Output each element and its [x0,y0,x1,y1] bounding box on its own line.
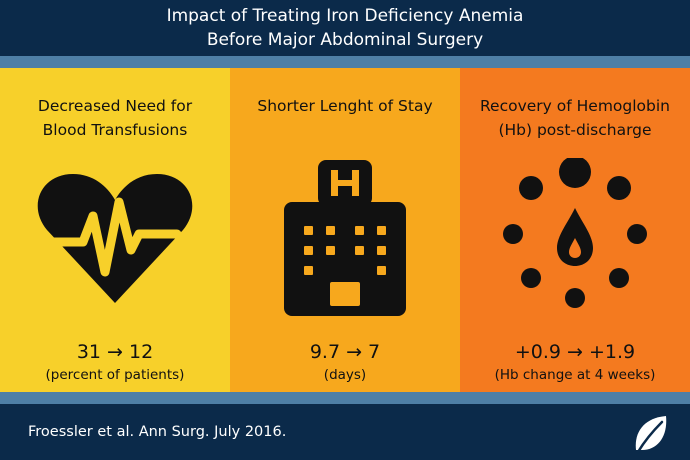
footer-divider-band [0,392,690,404]
panel-title: Shorter Lenght of Stay [230,94,460,118]
panel-note: (Hb change at 4 weeks) [494,367,656,383]
title-line-2: Before Major Abdominal Surgery [206,30,484,50]
panel-title: Recovery of Hemoglobin (Hb) post-dischar… [460,94,690,142]
infographic-header: Impact of Treating Iron Deficiency Anemi… [0,0,690,56]
heart-pulse-icon [0,158,230,318]
panel-value: +0.9 → +1.9 [514,341,636,363]
panel-note: (days) [323,367,367,383]
hospital-icon [230,158,460,318]
header-divider-band [0,56,690,68]
panel-title-line-1: Recovery of Hemoglobin [479,97,671,115]
title-line-1: Impact of Treating Iron Deficiency Anemi… [166,6,524,26]
citation-text: Froessler et al. Ann Surg. July 2016. [28,424,287,440]
panel-title-line-1: Decreased Need for [37,97,193,115]
panel-transfusions: Decreased Need for Blood Transfusions 31… [0,68,230,392]
panel-title-line-2: (Hb) post-discharge [498,121,652,139]
panel-hemoglobin: Recovery of Hemoglobin (Hb) post-dischar… [460,68,690,392]
infographic-footer: Froessler et al. Ann Surg. July 2016. [0,404,690,460]
blood-drop-circle-icon [460,158,690,318]
panel-value: 9.7 → 7 [309,341,381,363]
panels-row: Decreased Need for Blood Transfusions 31… [0,68,690,392]
panel-title: Decreased Need for Blood Transfusions [0,94,230,142]
panel-length-of-stay: Shorter Lenght of Stay [230,68,460,392]
leaf-icon [632,414,670,454]
panel-note: (percent of patients) [45,367,185,383]
panel-value: 31 → 12 [76,341,154,363]
panel-title-line-2: Blood Transfusions [42,121,188,139]
panel-title-line-1: Shorter Lenght of Stay [257,97,433,115]
